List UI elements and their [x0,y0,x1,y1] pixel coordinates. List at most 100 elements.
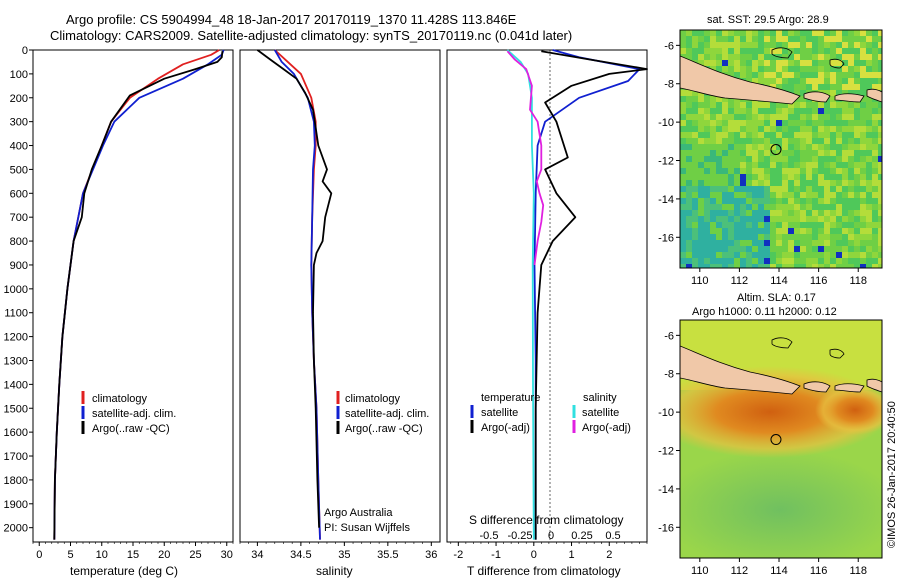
sst-cell [836,228,842,234]
y-tick-label: 2000 [4,523,28,535]
sst-cell [860,150,866,156]
sst-cell [818,198,824,204]
sst-cell [734,180,740,186]
sst-cell [854,54,860,60]
sst-cell [800,96,806,102]
sst-cell [788,54,794,60]
sst-cell [704,216,710,222]
sst-cell [776,240,782,246]
sst-cell [836,258,842,264]
sst-cell [776,132,782,138]
x-tick-label: -1 [491,549,501,561]
sst-cell [746,78,752,84]
sst-cell [734,162,740,168]
sst-cell [704,258,710,264]
sst-cell [866,222,872,228]
sst-cell [698,198,704,204]
sst-cell [878,192,882,198]
sst-cell [812,228,818,234]
sst-cell [854,246,860,252]
sst-cell [854,252,860,258]
sst-cell [860,114,866,120]
sst-cell [836,120,842,126]
sst-cell [776,228,782,234]
sst-cell [716,54,722,60]
sst-cell [872,126,878,132]
sst-cell [710,216,716,222]
sst-cell [752,72,758,78]
series-line-argo-raw-qc [256,49,333,528]
sst-cell [878,30,882,36]
sst-cell [740,126,746,132]
sst-cell [752,174,758,180]
sst-cell [686,168,692,174]
sst-cell [680,36,686,42]
sst-cell [788,126,794,132]
sst-cell [758,180,764,186]
sst-cell [836,138,842,144]
sst-cell [818,222,824,228]
sst-cell [788,252,794,258]
sst-cell [794,72,800,78]
sst-cell [788,72,794,78]
sst-cell [788,246,794,252]
sst-cell [854,42,860,48]
sst-cell [836,150,842,156]
sst-cell [758,36,764,42]
sst-cell [848,246,854,252]
sst-cell [710,42,716,48]
sst-cell [704,168,710,174]
sst-cell [752,192,758,198]
sst-cell [782,186,788,192]
sst-cell [848,252,854,258]
sst-cell [734,114,740,120]
y-tick-label: 900 [10,260,28,272]
sst-cell [842,222,848,228]
sst-cell [776,60,782,66]
sst-cell [872,210,878,216]
sst-cell [692,42,698,48]
sst-cell [794,204,800,210]
sst-cell [854,108,860,114]
sst-cell [872,114,878,120]
sst-cell [716,186,722,192]
sst-cell [818,180,824,186]
sst-cell [722,186,728,192]
sst-cell [824,264,830,268]
sst-cell [746,30,752,36]
sst-cell [848,156,854,162]
t-difference-xlabel: T difference from climatology [467,564,621,578]
sst-cell [680,132,686,138]
temperature-plot-frame [32,49,234,543]
y-tick-label: 1000 [4,284,28,296]
sst-cell [776,198,782,204]
sst-cell [800,126,806,132]
sst-cell [860,222,866,228]
sst-cell [818,36,824,42]
sst-cell [860,48,866,54]
sst-cell [740,108,746,114]
sst-cell [824,204,830,210]
sst-cell [734,228,740,234]
x-tick-label: 0 [531,549,537,561]
legend-label-temp-satellite: satellite [481,407,518,419]
sst-cell [812,144,818,150]
sst-cell [722,30,728,36]
sst-cell [860,78,866,84]
x-tick-label: 0 [36,549,42,561]
sst-cell [800,60,806,66]
sst-cell [824,120,830,126]
map-x-tick-label: 110 [691,565,709,577]
sst-cell [878,174,882,180]
sst-cell [722,198,728,204]
sst-cell [770,108,776,114]
sst-cell [710,162,716,168]
sst-cell [848,138,854,144]
sst-cell [806,114,812,120]
sst-cell [734,246,740,252]
sst-cell [734,126,740,132]
sst-cell [698,228,704,234]
sst-cell [752,114,758,120]
sst-cell [812,36,818,42]
sst-cell [782,84,788,90]
